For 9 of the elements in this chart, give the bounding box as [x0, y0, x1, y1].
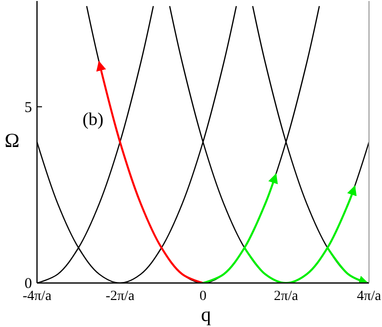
x-tick-label: 0 [200, 289, 206, 304]
y-tick-label: 5 [24, 100, 32, 116]
y-axis-title: Ω [4, 130, 20, 152]
x-tick-label: -2π/a [106, 289, 136, 304]
x-tick-label: 4π/a [356, 289, 382, 304]
x-axis-title: q [201, 304, 211, 326]
x-tick-label: -4π/a [22, 289, 52, 304]
x-tick-label: 2π/a [274, 289, 299, 304]
annotation: (b) [82, 109, 104, 129]
